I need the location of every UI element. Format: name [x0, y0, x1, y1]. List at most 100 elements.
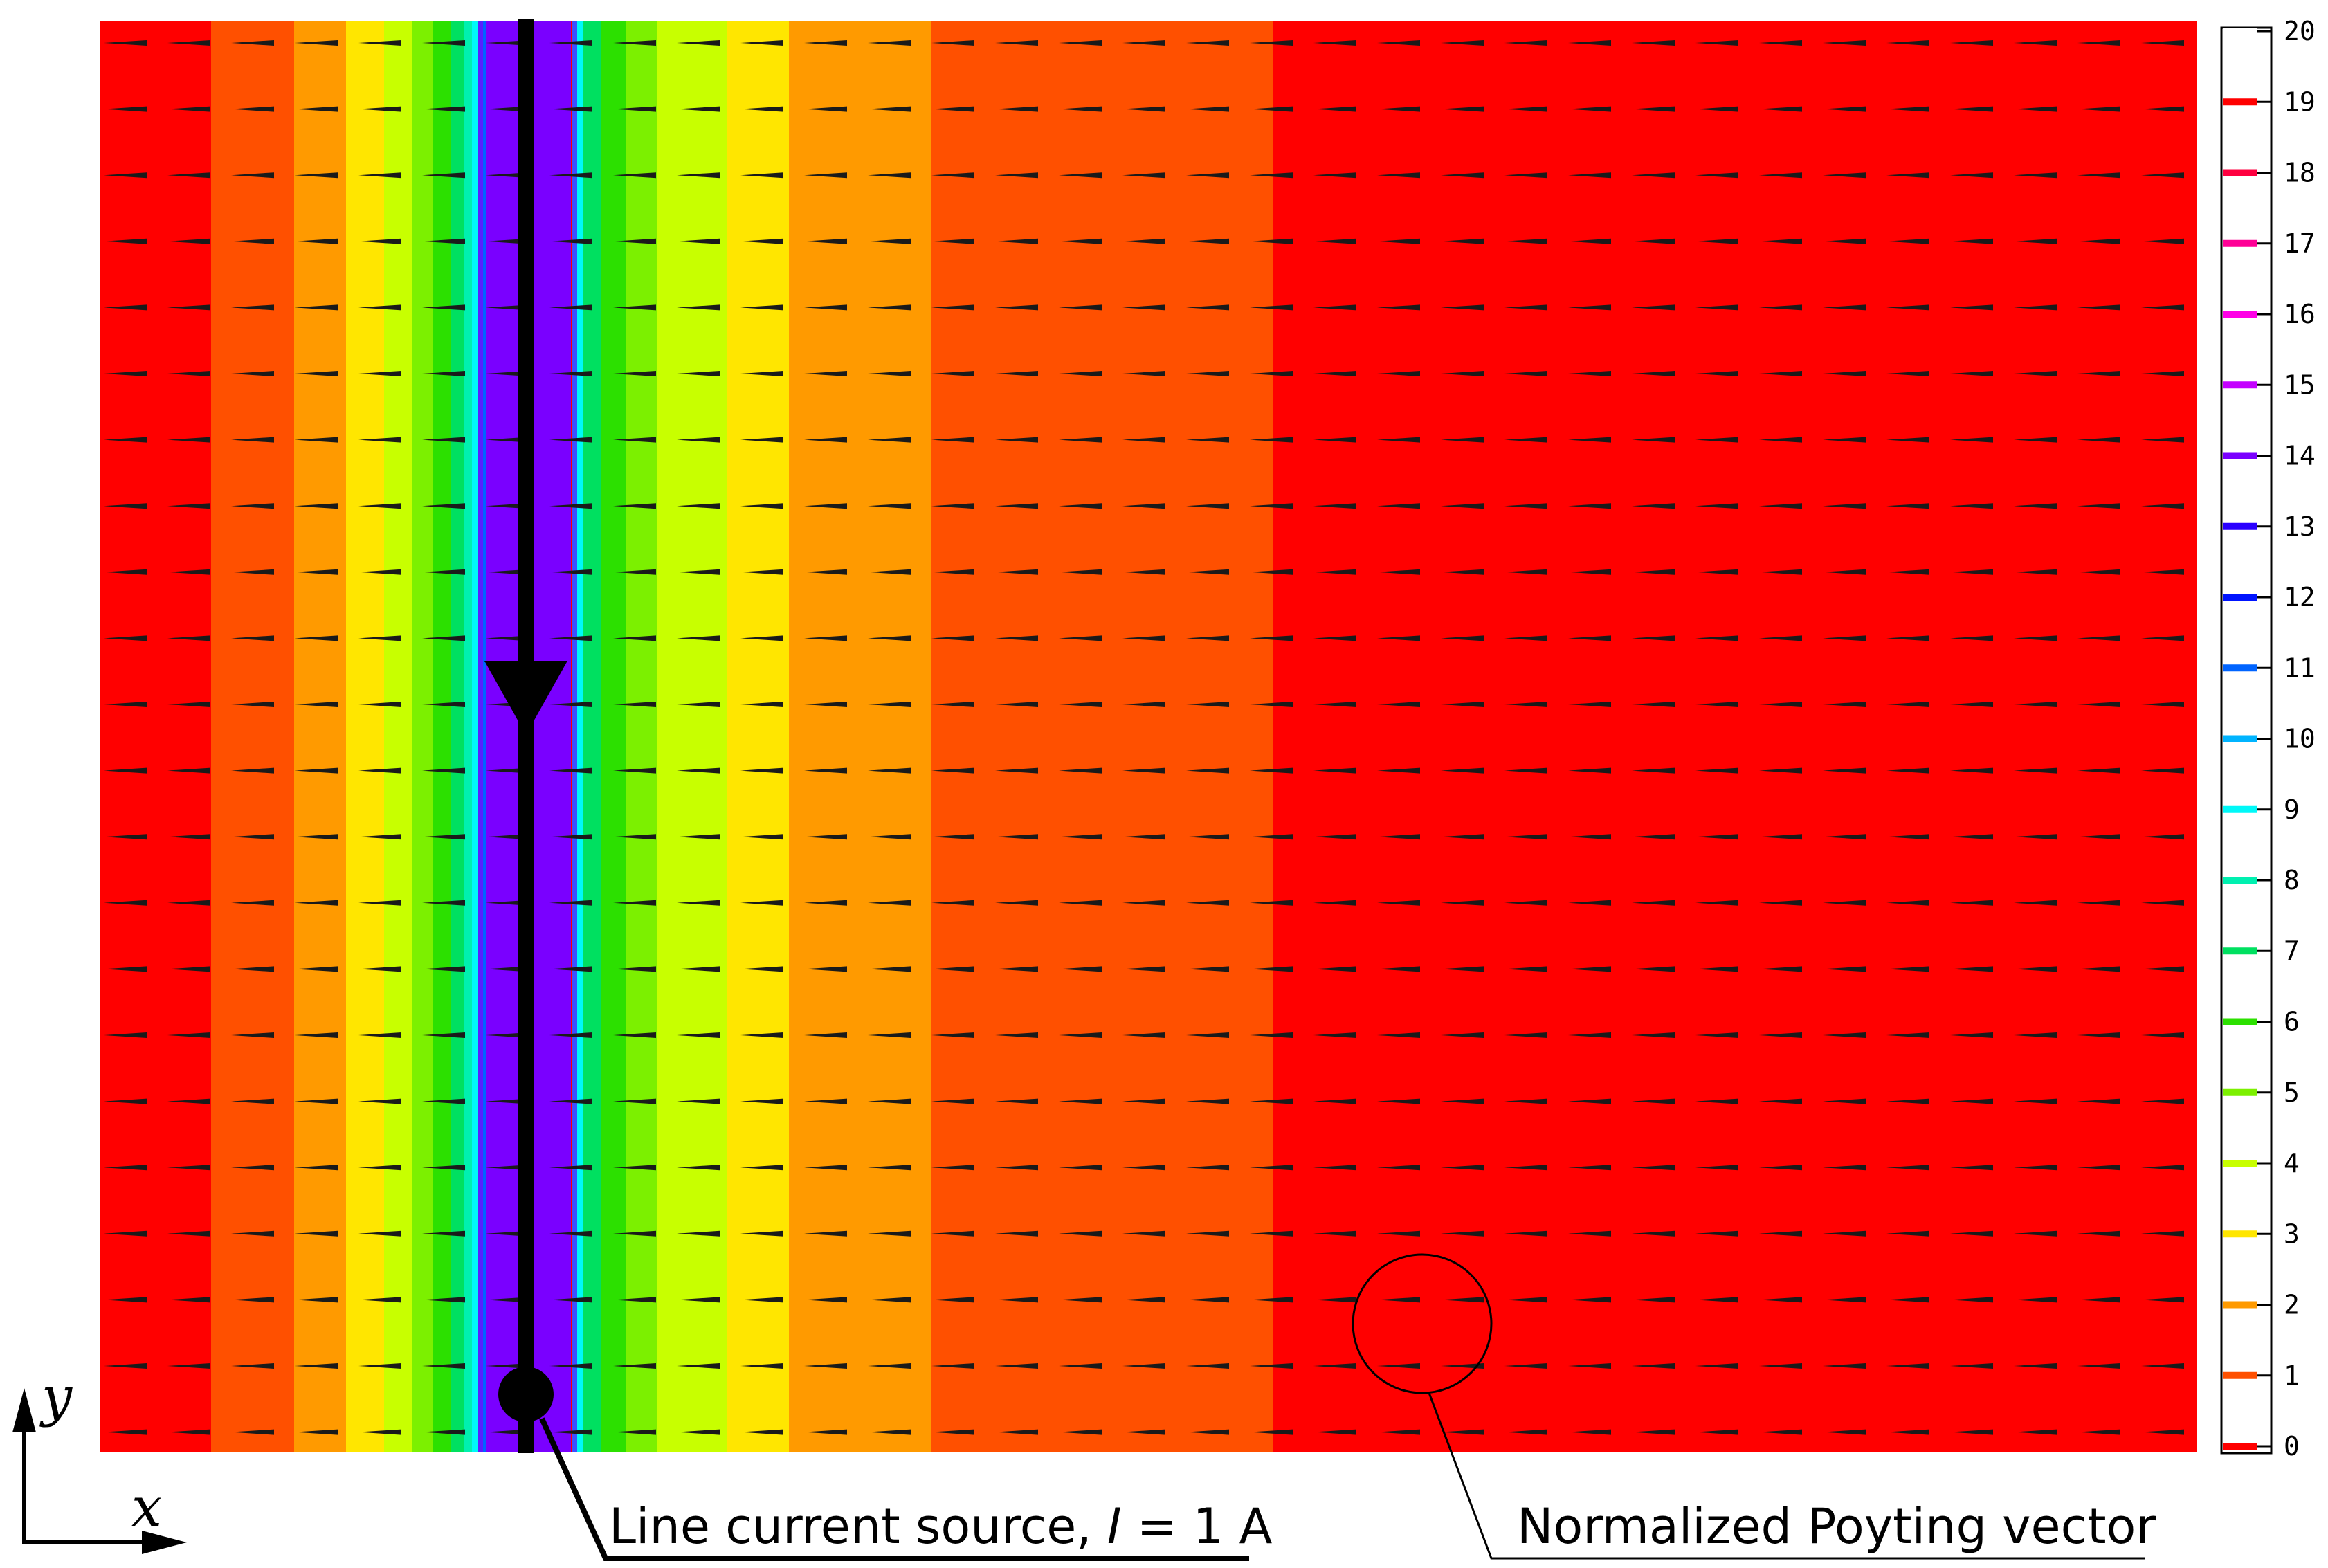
poynting-vector-arrow-icon [231, 1230, 274, 1237]
poynting-vector-arrow-icon [1313, 834, 1356, 840]
poynting-vector-arrow-icon [804, 1098, 847, 1104]
poynting-vector-arrow-icon [1950, 40, 1993, 46]
poynting-vector-arrow-icon [2141, 1429, 2184, 1435]
poynting-vector-arrow-icon [549, 900, 592, 906]
poynting-vector-arrow-icon [2014, 702, 2057, 707]
poynting-vector-arrow-icon [1122, 1032, 1165, 1038]
poynting-vector-arrow-icon [1122, 1297, 1165, 1303]
poynting-vector-arrow-icon [549, 437, 592, 443]
poynting-vector-arrow-icon [995, 900, 1038, 906]
poynting-vector-arrow-icon [1632, 1098, 1675, 1104]
poynting-vector-arrow-icon [1122, 1230, 1165, 1237]
poynting-vector-arrow-icon [104, 1429, 147, 1435]
poynting-vector-arrow-icon [2141, 437, 2184, 443]
poynting-vector-arrow-icon [868, 1098, 911, 1104]
poynting-vector-arrow-icon [104, 635, 147, 641]
poynting-vector-arrow-icon [231, 767, 274, 774]
poynting-vector-arrow-icon [1632, 1032, 1675, 1038]
poynting-vector-arrow-icon [295, 702, 338, 707]
field-band [294, 21, 347, 1452]
colorbar-swatch [2223, 805, 2257, 813]
poynting-vector-arrow-icon [740, 1230, 783, 1237]
poynting-vector-arrow-icon [422, 966, 465, 972]
poynting-vector-arrow-icon [613, 1165, 656, 1171]
poynting-vector-arrow-icon [1377, 40, 1420, 46]
poynting-vector-arrow-icon [931, 900, 974, 906]
poynting-vector-arrow-icon [1250, 1363, 1293, 1369]
poynting-vector-arrow-icon [613, 1297, 656, 1303]
poynting-vector-arrow-icon [167, 172, 210, 179]
field-band [1273, 21, 2197, 1452]
poynting-vector-arrow-icon [677, 1230, 720, 1237]
poynting-vector-arrow-icon [613, 304, 656, 311]
poynting-vector-arrow-icon [1186, 569, 1229, 575]
poynting-vector-arrow-icon [868, 767, 911, 774]
poynting-vector-arrow-icon [486, 40, 529, 46]
poynting-vector-arrow-icon [1759, 1363, 1802, 1369]
poynting-vector-arrow-icon [931, 1363, 974, 1369]
poynting-vector-arrow-icon [2077, 437, 2120, 443]
poynting-vector-arrow-icon [2141, 1230, 2184, 1237]
poynting-vector-arrow-icon [358, 1363, 401, 1369]
poynting-vector-arrow-icon [1759, 966, 1802, 972]
poynting-vector-arrow-icon [1695, 1032, 1738, 1038]
colorbar-swatch [2223, 664, 2257, 672]
poynting-vector-arrow-icon [1950, 238, 1993, 244]
poynting-vector-arrow-icon [868, 238, 911, 244]
poynting-vector-arrow-icon [1377, 106, 1420, 112]
poynting-vector-arrow-icon [1250, 635, 1293, 641]
poynting-vector-arrow-icon [1186, 503, 1229, 509]
poynting-vector-arrow-icon [231, 569, 274, 575]
poynting-vector-arrow-icon [868, 834, 911, 840]
poynting-vector-arrow-icon [549, 106, 592, 112]
poynting-vector-arrow-icon [868, 371, 911, 376]
poynting-vector-arrow-icon [1441, 966, 1484, 972]
poynting-vector-arrow-icon [358, 40, 401, 46]
poynting-vector-arrow-icon [1886, 1032, 1929, 1038]
poynting-vector-arrow-icon [1504, 437, 1547, 443]
poynting-vector-arrow-icon [2014, 966, 2057, 972]
field-band [789, 21, 931, 1452]
poynting-vector-arrow-icon [2141, 900, 2184, 906]
poynting-vector-arrow-icon [1950, 437, 1993, 443]
poynting-vector-arrow-icon [1122, 900, 1165, 906]
poynting-vector-arrow-icon [1186, 437, 1229, 443]
poynting-vector-arrow-icon [1122, 437, 1165, 443]
poynting-vector-arrow-icon [868, 966, 911, 972]
poynting-vector-arrow-icon [1632, 1165, 1675, 1171]
line-source-dot [498, 1367, 554, 1422]
poynting-vector-arrow-icon [231, 172, 274, 179]
poynting-vector-arrow-icon [1886, 900, 1929, 906]
poynting-vector-arrow-icon [1122, 966, 1165, 972]
poynting-vector-arrow-icon [1950, 106, 1993, 112]
poynting-vector-arrow-icon [1568, 371, 1611, 376]
field-band-fringe [478, 21, 483, 1452]
poynting-vector-arrow-icon [231, 966, 274, 972]
poynting-vector-arrow-icon [358, 106, 401, 112]
poynting-vector-arrow-icon [295, 1230, 338, 1237]
poynting-vector-arrow-icon [1313, 238, 1356, 244]
poynting-vector-arrow-icon [295, 238, 338, 244]
poynting-vector-arrow-icon [1886, 1429, 1929, 1435]
poynting-label: Normalized Poyting vector [1517, 1498, 2156, 1555]
poynting-vector-arrow-icon [1823, 900, 1866, 906]
poynting-vector-arrow-icon [613, 1429, 656, 1435]
poynting-vector-arrow-icon [1122, 172, 1165, 179]
poynting-vector-arrow-icon [868, 106, 911, 112]
poynting-vector-arrow-icon [1759, 1230, 1802, 1237]
poynting-vector-arrow-icon [995, 437, 1038, 443]
poynting-vector-arrow-icon [1377, 1363, 1420, 1369]
poynting-vector-arrow-icon [1950, 1429, 1993, 1435]
poynting-vector-arrow-icon [1886, 238, 1929, 244]
poynting-vector-arrow-icon [677, 437, 720, 443]
poynting-vector-arrow-icon [167, 635, 210, 641]
current-direction-arrow-icon [484, 661, 567, 735]
poynting-vector-arrow-icon [1504, 304, 1547, 311]
poynting-vector-arrow-icon [995, 1429, 1038, 1435]
poynting-vector-arrow-icon [295, 767, 338, 774]
poynting-vector-arrow-icon [1759, 569, 1802, 575]
poynting-vector-arrow-icon [868, 40, 911, 46]
poynting-vector-arrow-icon [868, 1230, 911, 1237]
